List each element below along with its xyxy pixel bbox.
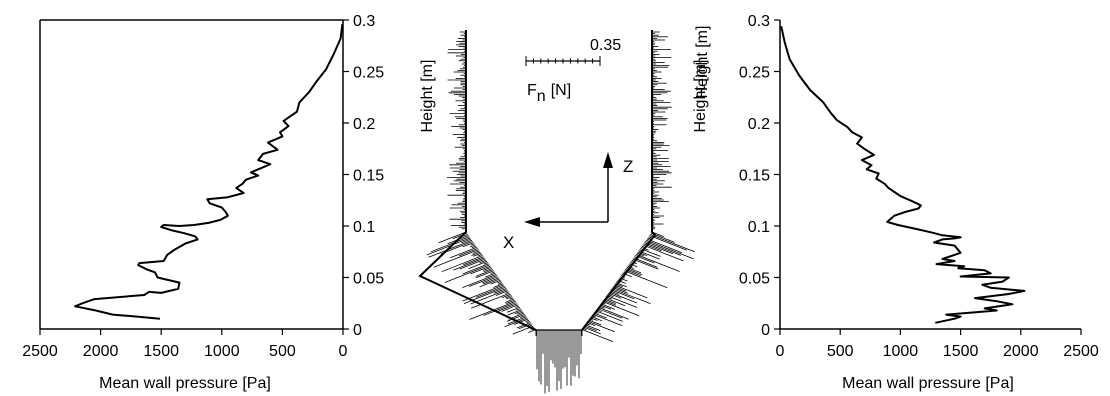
left-chart-y-tick-label: 0.25 [353,65,384,82]
force-spikes-right-wall [652,31,672,230]
force-spikes-outlet [536,329,582,394]
force-spikes-left-hopper [426,231,536,335]
right-chart-series-line [780,25,1026,324]
force-spikes-right-hopper [582,231,696,343]
silo-diagram: Height [m] Height [m] 0.35 Fn [N] Z X [418,30,709,394]
left-chart-y-tick-label: 0.1 [353,219,375,236]
left-chart-ticks: 2500 2000 1500 1000 500 00 0.05 0.1 0.15 0.2 0.25 0… [22,13,384,360]
left-chart-y-tick-label: 0.05 [353,271,384,288]
left-chart-x-tick-label: 0 [339,343,348,360]
force-label-unit: [N] [551,82,571,99]
left-chart-x-label: Mean wall pressure [Pa] [99,375,271,392]
right-chart-x-tick-label: 2500 [1063,343,1099,360]
force-spikes-left-wall [446,31,466,230]
left-chart-x-tick-label: 2500 [22,343,58,360]
silo-wall-left [418,30,537,331]
left-chart-x-tick-label: 500 [269,343,296,360]
left-chart-y-tick-label: 0 [353,322,362,339]
left-chart-x-tick-label: 1500 [143,343,179,360]
right-chart-ticks: 0 500 1000 1500 2000 2500 0 0.05 0.1 0.15 0.2 0.25 0… [739,13,1099,360]
right-chart-y-tick-label: 0.05 [739,271,770,288]
right-chart-x-tick-label: 500 [827,343,854,360]
force-label: Fn [N] [527,82,571,105]
right-chart: 0 500 1000 1500 2000 2500 0 0.05 0.1 0.15 0.2 0.25 0… [694,13,1099,392]
scale-value: 0.35 [590,37,621,54]
coordinate-arrows: Z X [503,152,633,252]
right-chart-y-tick-label: 0.15 [739,168,770,185]
height-label-left: Height [m] [419,60,436,133]
height-label-right: Height [m] [692,60,709,133]
force-label-main: F [527,82,537,99]
right-chart-x-tick-label: 2000 [1003,343,1039,360]
right-chart-x-tick-label: 1000 [883,343,919,360]
left-chart-x-tick-label: 1000 [204,343,240,360]
axis-x-label: X [503,233,514,252]
right-chart-y-tick-label: 0.2 [748,116,770,133]
left-chart-y-tick-label: 0.15 [353,168,384,185]
axis-z-label: Z [623,157,633,176]
force-scale-bar: 0.35 [525,37,621,66]
left-chart-y-tick-label: 0.2 [353,116,375,133]
force-label-sub: n [537,88,546,105]
x-arrow-head [524,217,540,227]
left-chart: 2500 2000 1500 1000 500 00 0.05 0.1 0.15 0.2 0.25 0… [22,13,384,392]
right-chart-y-tick-label: 0 [761,322,770,339]
right-chart-x-tick-label: 1500 [943,343,979,360]
left-chart-series-line [74,23,344,320]
right-chart-y-tick-label: 0.25 [739,65,770,82]
left-chart-y-tick-label: 0.3 [353,13,375,30]
right-chart-x-tick-label: 0 [776,343,785,360]
right-chart-y-label: Height [m] [694,26,711,99]
z-arrow-head [603,152,613,168]
right-chart-x-label: Mean wall pressure [Pa] [842,375,1014,392]
left-chart-x-tick-label: 2000 [83,343,119,360]
right-chart-y-tick-label: 0.1 [748,219,770,236]
right-chart-y-tick-label: 0.3 [748,13,770,30]
